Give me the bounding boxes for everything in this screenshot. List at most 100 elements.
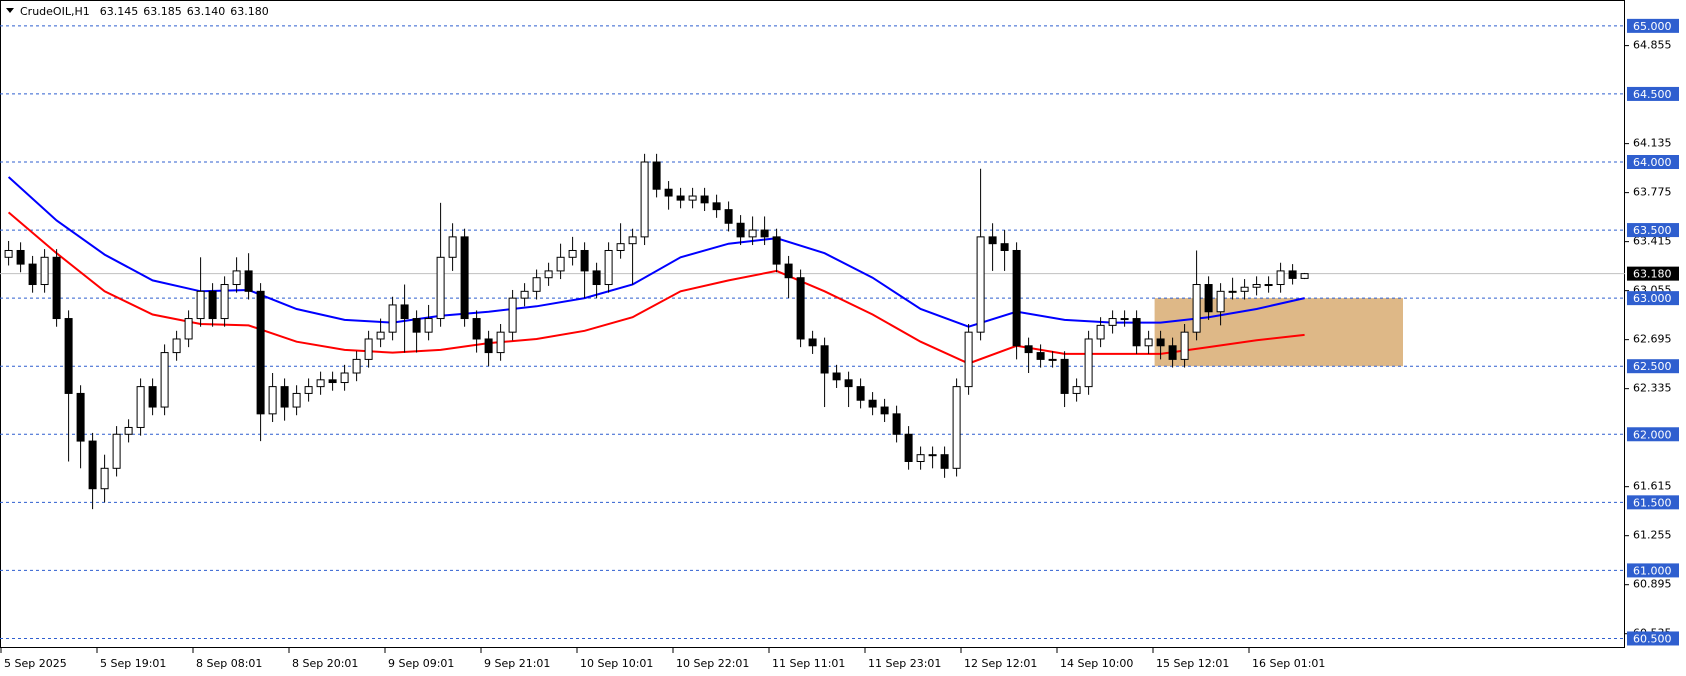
candle-body <box>628 236 637 245</box>
candle-body <box>412 318 421 333</box>
level-label: 62.000 <box>1633 428 1672 441</box>
menu-arrow[interactable] <box>6 8 14 13</box>
quote-low: 63.140 <box>187 5 226 18</box>
y-tick-label: 64.855 <box>1633 39 1672 52</box>
candle-body <box>520 290 529 299</box>
candle-body <box>688 195 697 201</box>
candle-body <box>256 290 265 415</box>
candle-body <box>172 338 181 354</box>
level-label-box <box>1627 155 1679 169</box>
quote-close: 63.180 <box>230 5 269 18</box>
x-tick-label: 12 Sep 12:01 <box>964 657 1037 670</box>
candle-body <box>760 229 769 238</box>
candle-body <box>112 433 121 469</box>
candle-body <box>376 331 385 340</box>
candle-body <box>1240 286 1249 292</box>
candle-body <box>568 249 577 258</box>
candle-body <box>856 386 865 401</box>
level-label-box <box>1627 427 1679 442</box>
candle-body <box>1180 331 1189 360</box>
candle-body <box>76 392 85 442</box>
candle-body <box>1084 338 1093 388</box>
x-tick-label: 10 Sep 22:01 <box>676 657 749 670</box>
candle-body <box>472 318 481 340</box>
candle-body <box>220 284 229 320</box>
candle-body <box>364 338 373 360</box>
level-label-box <box>1627 563 1679 578</box>
x-tick-label: 15 Sep 12:01 <box>1156 657 1229 670</box>
x-tick-label: 9 Sep 21:01 <box>484 657 550 670</box>
candle-body <box>340 372 349 384</box>
candle-body <box>232 270 241 286</box>
x-tick-label: 14 Sep 10:00 <box>1060 657 1133 670</box>
level-label-box <box>1627 359 1679 374</box>
candle-body <box>916 454 925 462</box>
x-tick-label: 5 Sep 2025 <box>4 657 67 670</box>
candle-body <box>748 229 757 238</box>
y-tick-label: 61.615 <box>1633 480 1672 493</box>
x-tick-label: 11 Sep 11:01 <box>772 657 845 670</box>
candle-body <box>1192 284 1201 333</box>
candle-body <box>604 249 613 286</box>
candle-body <box>736 222 745 238</box>
candle-body <box>400 304 409 320</box>
level-label-box <box>1627 495 1679 510</box>
candle-body <box>244 270 253 292</box>
candle-body <box>544 270 553 279</box>
candle-body <box>772 236 781 265</box>
candle-body <box>136 386 145 428</box>
candle-body <box>592 270 601 286</box>
candle-body <box>892 413 901 435</box>
candle-body <box>904 433 913 462</box>
level-label: 61.000 <box>1633 564 1672 577</box>
candle-body <box>1144 338 1153 347</box>
candle-body <box>424 318 433 333</box>
candle-body <box>1288 270 1297 279</box>
candle-body <box>1228 290 1237 293</box>
candle-body <box>184 318 193 340</box>
level-label-box <box>1627 86 1679 101</box>
candle-body <box>1132 318 1141 347</box>
candle-body <box>1204 284 1213 313</box>
header: CrudeOIL,H1 63.145 63.185 63.140 63.180 <box>20 5 269 18</box>
level-label-box <box>1627 631 1679 646</box>
candle-body <box>388 304 397 333</box>
x-tick-label: 16 Sep 01:01 <box>1252 657 1325 670</box>
candle-body <box>64 318 73 394</box>
x-tick-label: 10 Sep 10:01 <box>580 657 653 670</box>
y-tick-label: 63.415 <box>1633 235 1672 248</box>
y-tick-label: 61.255 <box>1633 529 1672 542</box>
candle-body <box>508 297 517 333</box>
candle-body <box>1216 290 1225 313</box>
candle-body <box>316 379 325 388</box>
candle-body <box>1300 273 1309 279</box>
candle-body <box>712 202 721 211</box>
candle-body <box>832 372 841 381</box>
x-tick-label: 9 Sep 09:01 <box>388 657 454 670</box>
candle-body <box>880 406 889 415</box>
candle-body <box>16 249 25 265</box>
candle-body <box>640 161 649 238</box>
x-tick-label: 8 Sep 20:01 <box>292 657 358 670</box>
level-label: 61.500 <box>1633 496 1672 509</box>
candle-body <box>1048 358 1057 361</box>
level-label: 62.500 <box>1633 360 1672 373</box>
candle-body <box>700 195 709 204</box>
x-tick-label: 8 Sep 08:01 <box>196 657 262 670</box>
y-tick-label: 64.135 <box>1633 137 1672 150</box>
x-tick-label: 5 Sep 19:01 <box>100 657 166 670</box>
candle-body <box>4 249 13 258</box>
candle-body <box>580 249 589 272</box>
candle-body <box>1168 345 1177 360</box>
candle-body <box>1024 345 1033 354</box>
candle-body <box>196 290 205 320</box>
candle-body <box>868 399 877 408</box>
level-label-box <box>1627 18 1679 33</box>
candle-body <box>1108 318 1117 326</box>
candle-body <box>1264 284 1273 287</box>
candle-body <box>28 263 37 286</box>
y-tick-label: 62.695 <box>1633 333 1672 346</box>
y-tick-label: 63.775 <box>1633 186 1672 199</box>
price-zone <box>1154 298 1403 367</box>
